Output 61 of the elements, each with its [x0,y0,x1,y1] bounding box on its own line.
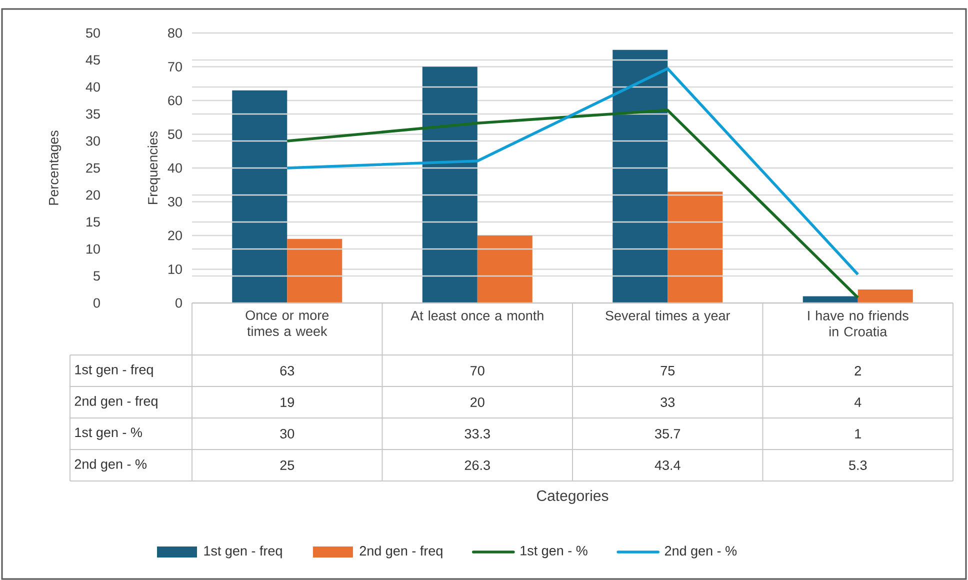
bar [422,66,478,303]
text: 2nd gen - freq [74,396,158,409]
line-series [286,67,860,276]
data-label: 35.7 [655,428,680,439]
data-label: 25 [280,460,294,470]
bar [477,235,532,303]
x-tick-label: I have no friends in Croatia [808,310,908,336]
y2-tick-label: 15 [86,217,100,227]
legend-label: 1st gen - freq [204,546,282,558]
text: 1st gen - % [75,428,142,440]
data-label: 33 [660,397,675,408]
y2-tick-label: 50 [86,28,100,38]
y2-tick-label: 10 [86,244,100,254]
y2-tick-label: 25 [86,163,100,173]
y-tick-label: 20 [168,230,182,240]
y-tick-label: 10 [168,264,182,274]
bar [232,90,288,303]
x-tick-label: Once or more times a week [246,310,329,336]
y2-tick-label: 0 [94,298,100,308]
bar [612,50,668,303]
data-label: 33.3 [464,428,490,439]
y2-tick-label: 30 [86,136,100,146]
y-tick-label: 80 [168,28,182,38]
data-label: 26.3 [464,460,490,470]
bar [287,238,342,303]
data-label: 5.3 [849,460,867,470]
y2-tick-label: 35 [86,109,100,119]
legend-label: 1st gen - % [520,546,588,558]
y-axis-title: Frequencies [148,131,160,204]
y2-tick-label: 20 [86,190,100,200]
data-label: 70 [470,366,484,376]
bar [858,289,913,303]
legend-label: 2nd gen - freq [360,546,442,558]
data-label: 63 [280,366,294,376]
text: 2nd gen - % [74,458,146,472]
data-label: 30 [280,428,294,439]
y-tick-label: 0 [176,298,182,308]
data-label: 2 [854,366,861,376]
y2-axis-title: Percentages [48,130,62,205]
data-label: 75 [660,366,675,376]
data-label: 4 [854,398,862,407]
y2-tick-label: 5 [94,271,100,281]
text: 1st gen - freq [75,364,153,378]
y2-tick-label: 40 [86,82,100,92]
y-tick-label: 30 [168,196,182,207]
y2-tick-label: 45 [86,55,100,65]
data-label: 43.4 [654,460,680,470]
y-tick-label: 50 [168,129,182,140]
y-tick-label: 70 [168,62,182,72]
bar [668,192,723,303]
legend-label: 2nd gen - % [664,546,737,558]
data-label: 1 [855,429,861,438]
data-label: 19 [280,397,294,408]
line-series [286,108,860,299]
x-tick-label: Several times a year [606,310,730,324]
data-label: 20 [470,397,484,408]
y-tick-label: 60 [168,96,182,106]
bar [802,296,858,303]
y-tick-label: 40 [168,163,182,173]
x-tick-label: At least once a month [410,310,544,320]
text: Categories [537,490,608,504]
